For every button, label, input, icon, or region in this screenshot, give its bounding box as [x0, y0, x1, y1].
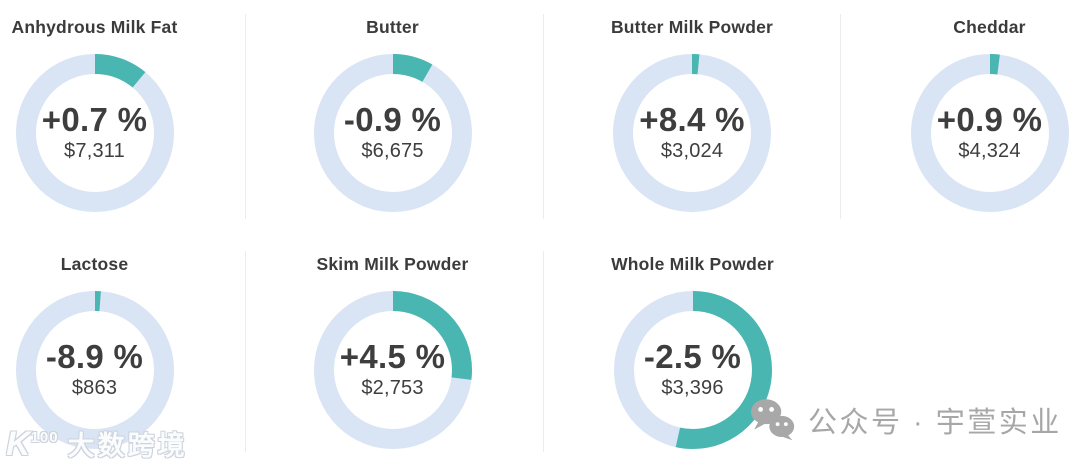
product-card: Butter Milk Powder +8.4 % $3,024: [582, 14, 802, 212]
donut-ring-svg: [313, 291, 472, 449]
product-title: Butter: [366, 17, 419, 37]
watermark-left-text: 大数跨境: [67, 431, 188, 461]
average-price: $3,396: [661, 377, 724, 400]
donut-ring-svg: [613, 54, 771, 212]
product-title: Lactose: [60, 254, 129, 274]
donut-chart: -0.9 % $6,675: [313, 54, 472, 212]
average-price: $6,675: [361, 140, 424, 163]
donut-chart: -8.9 % $863: [15, 291, 174, 449]
product-title: Whole Milk Powder: [611, 254, 774, 274]
average-price: $7,311: [64, 140, 125, 163]
wechat-icon: [750, 399, 795, 441]
watermark-right-text: 公众号 · 宇萱实业: [808, 407, 1062, 439]
logo-superscript: 100: [30, 429, 59, 446]
price-change-percent: -2.5 %: [643, 337, 742, 375]
product-card: Whole Milk Powder -2.5 % $3,396: [583, 251, 803, 449]
donut-chart: +0.9 % $4,324: [910, 54, 1069, 212]
product-card: Anhydrous Milk Fat +0.7 % $7,311: [0, 14, 205, 212]
product-title: Cheddar: [953, 17, 1026, 37]
product-title: Butter Milk Powder: [610, 17, 774, 37]
average-price: $863: [71, 377, 118, 400]
average-price: $4,324: [958, 140, 1021, 163]
donut-ring-arc: [15, 291, 174, 449]
donut-ring-arc: [313, 54, 472, 212]
donut-ring-arc: [613, 291, 772, 449]
donut-ring-arc: [613, 54, 771, 212]
donut-center-labels: -8.9 % $863: [16, 291, 174, 449]
product-title: Skim Milk Powder: [316, 254, 469, 274]
donut-ring-svg: [910, 54, 1069, 212]
donut-center-labels: +0.7 % $7,311: [16, 54, 174, 212]
logo-letter: K: [6, 425, 31, 463]
grid-cell: Butter -0.9 % $6,675: [246, 14, 544, 219]
product-card: Lactose -8.9 % $863: [0, 251, 205, 449]
donut-center-labels: +0.9 % $4,324: [911, 54, 1069, 212]
price-change-percent: -8.9 %: [45, 337, 144, 375]
donut-center-labels: +8.4 % $3,024: [613, 54, 771, 212]
donut-chart: -2.5 % $3,396: [613, 291, 772, 449]
product-title: Anhydrous Milk Fat: [11, 17, 178, 37]
donut-center-labels: +4.5 % $2,753: [314, 291, 472, 449]
donut-center-labels: -0.9 % $6,675: [314, 54, 472, 212]
kuajing100-logo: K100: [6, 427, 59, 461]
donut-center-labels: -2.5 % $3,396: [614, 291, 772, 449]
donut-chart: +0.7 % $7,311: [15, 54, 174, 212]
grid-cell: Lactose -8.9 % $863: [0, 251, 246, 452]
donut-ring-svg: [15, 54, 174, 212]
grid-cell: Cheddar +0.9 % $4,324: [841, 14, 1080, 219]
donut-ring-arc: [15, 54, 174, 212]
donut-ring-svg: [15, 291, 174, 449]
donut-ring-arc: [910, 54, 1069, 212]
price-change-percent: -0.9 %: [343, 100, 442, 138]
grid-cell: Skim Milk Powder +4.5 % $2,753: [246, 251, 544, 452]
price-change-percent: +4.5 %: [339, 337, 446, 375]
product-card: Butter -0.9 % $6,675: [283, 14, 503, 212]
donut-ring-arc: [313, 291, 472, 449]
product-card: Skim Milk Powder +4.5 % $2,753: [283, 251, 503, 449]
watermark-dashukuajing: K100 大数跨境: [6, 424, 188, 463]
donut-ring-svg: [613, 291, 772, 449]
grid-cell: Whole Milk Powder -2.5 % $3,396: [544, 251, 841, 452]
donut-row-2: Lactose -8.9 % $863 Skim Milk Powder +4.…: [0, 251, 841, 452]
price-change-percent: +8.4 %: [639, 100, 745, 138]
grid-cell: Anhydrous Milk Fat +0.7 % $7,311: [0, 14, 246, 219]
donut-chart: +4.5 % $2,753: [313, 291, 472, 449]
grid-cell: Butter Milk Powder +8.4 % $3,024: [544, 14, 841, 219]
price-change-percent: +0.9 %: [936, 100, 1043, 138]
average-price: $2,753: [361, 377, 424, 400]
price-change-percent: +0.7 %: [41, 100, 148, 138]
watermark-wechat-account: 公众号 · 宇萱实业: [750, 398, 1062, 442]
donut-ring-svg: [313, 54, 472, 212]
donut-row-1: Anhydrous Milk Fat +0.7 % $7,311 Butter …: [0, 14, 1080, 219]
donut-chart: +8.4 % $3,024: [613, 54, 771, 212]
average-price: $3,024: [660, 140, 724, 163]
product-card: Cheddar +0.9 % $4,324: [880, 14, 1080, 212]
